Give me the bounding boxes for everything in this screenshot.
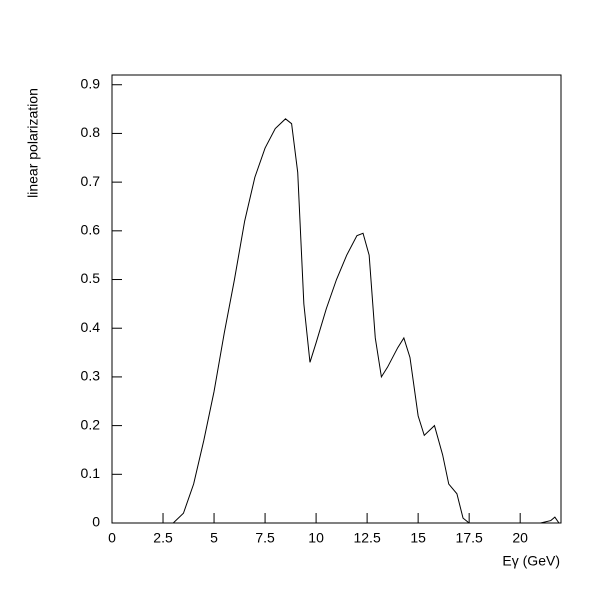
x-tick-label: 20: [512, 530, 528, 546]
x-tick-label: 0: [108, 530, 116, 546]
y-tick-label: 0.5: [81, 270, 101, 286]
x-tick-label: 10: [308, 530, 324, 546]
x-tick-label: 2.5: [153, 530, 173, 546]
data-line: [112, 118, 561, 524]
y-tick-label: 0.3: [81, 368, 101, 384]
y-axis-label: linear polarization: [25, 88, 41, 198]
plot-frame: [111, 74, 562, 524]
y-tick-label: 0: [92, 514, 100, 530]
x-tick-label: 12.5: [353, 530, 380, 546]
x-tick-label: 15: [410, 530, 426, 546]
y-tick-label: 0.8: [81, 124, 101, 140]
x-tick-label: 17.5: [456, 530, 483, 546]
y-tick-label: 0.6: [81, 222, 101, 238]
y-tick-label: 0.9: [81, 75, 101, 91]
y-tick-label: 0.4: [81, 319, 101, 335]
x-tick-label: 7.5: [255, 530, 275, 546]
y-tick-label: 0.1: [81, 465, 101, 481]
x-tick-label: 5: [210, 530, 218, 546]
y-tick-label: 0.2: [81, 416, 101, 432]
y-tick-label: 0.7: [81, 173, 101, 189]
x-axis-label: Eγ (GeV): [502, 553, 560, 569]
